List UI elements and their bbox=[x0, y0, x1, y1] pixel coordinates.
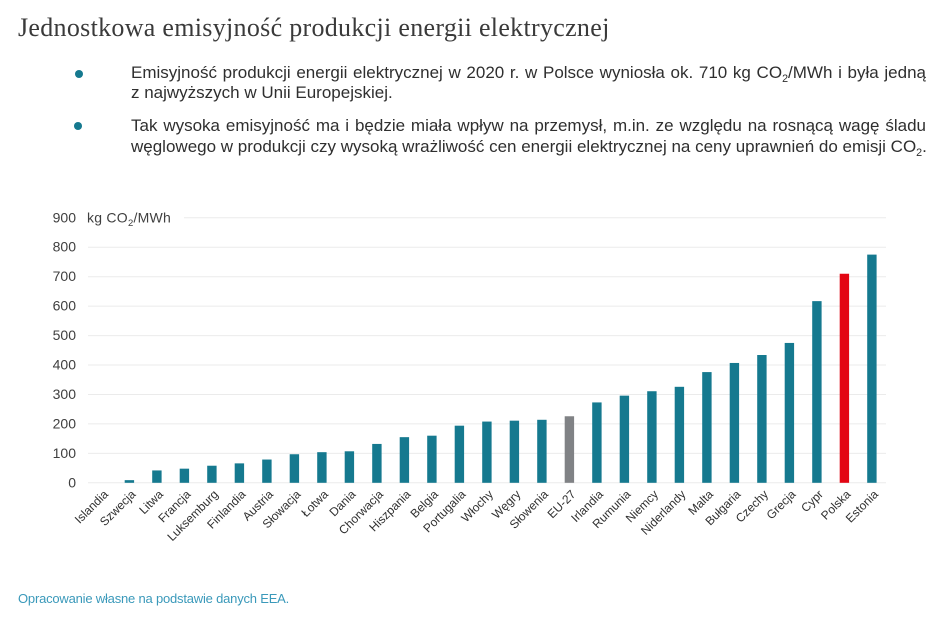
svg-text:900: 900 bbox=[53, 209, 77, 225]
svg-text:0: 0 bbox=[68, 474, 76, 490]
svg-text:kg CO2/MWh: kg CO2/MWh bbox=[87, 209, 171, 229]
svg-text:600: 600 bbox=[53, 298, 77, 314]
svg-text:300: 300 bbox=[53, 386, 77, 402]
svg-text:800: 800 bbox=[53, 239, 77, 255]
svg-text:Grecja: Grecja bbox=[764, 487, 799, 522]
svg-text:200: 200 bbox=[53, 415, 77, 431]
svg-text:500: 500 bbox=[53, 327, 77, 343]
svg-text:400: 400 bbox=[53, 357, 77, 373]
svg-text:700: 700 bbox=[53, 268, 77, 284]
svg-text:Łotwa: Łotwa bbox=[298, 487, 331, 520]
svg-text:100: 100 bbox=[53, 445, 77, 461]
